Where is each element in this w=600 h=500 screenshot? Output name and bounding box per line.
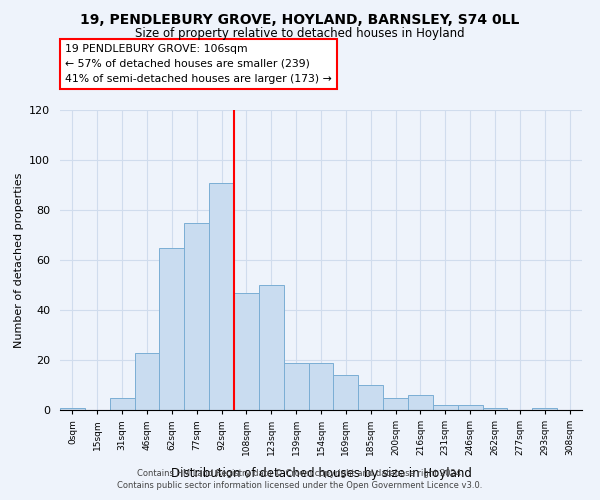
Bar xyxy=(134,352,160,410)
Bar xyxy=(308,362,334,410)
Bar xyxy=(209,182,234,410)
Text: Size of property relative to detached houses in Hoyland: Size of property relative to detached ho… xyxy=(135,28,465,40)
Bar xyxy=(334,375,358,410)
Bar xyxy=(408,395,433,410)
Bar xyxy=(433,405,458,410)
Y-axis label: Number of detached properties: Number of detached properties xyxy=(14,172,23,348)
Bar xyxy=(60,408,85,410)
Bar xyxy=(458,405,482,410)
Bar xyxy=(482,408,508,410)
Bar xyxy=(184,222,209,410)
Bar xyxy=(234,292,259,410)
Text: 19 PENDLEBURY GROVE: 106sqm
← 57% of detached houses are smaller (239)
41% of se: 19 PENDLEBURY GROVE: 106sqm ← 57% of det… xyxy=(65,44,332,84)
Bar xyxy=(358,385,383,410)
Bar xyxy=(284,362,308,410)
Text: 19, PENDLEBURY GROVE, HOYLAND, BARNSLEY, S74 0LL: 19, PENDLEBURY GROVE, HOYLAND, BARNSLEY,… xyxy=(80,12,520,26)
Bar xyxy=(383,398,408,410)
Bar xyxy=(160,248,184,410)
Bar xyxy=(532,408,557,410)
Text: Contains HM Land Registry data © Crown copyright and database right 2024.
Contai: Contains HM Land Registry data © Crown c… xyxy=(118,468,482,490)
X-axis label: Distribution of detached houses by size in Hoyland: Distribution of detached houses by size … xyxy=(170,466,472,479)
Bar xyxy=(259,285,284,410)
Bar xyxy=(110,398,134,410)
